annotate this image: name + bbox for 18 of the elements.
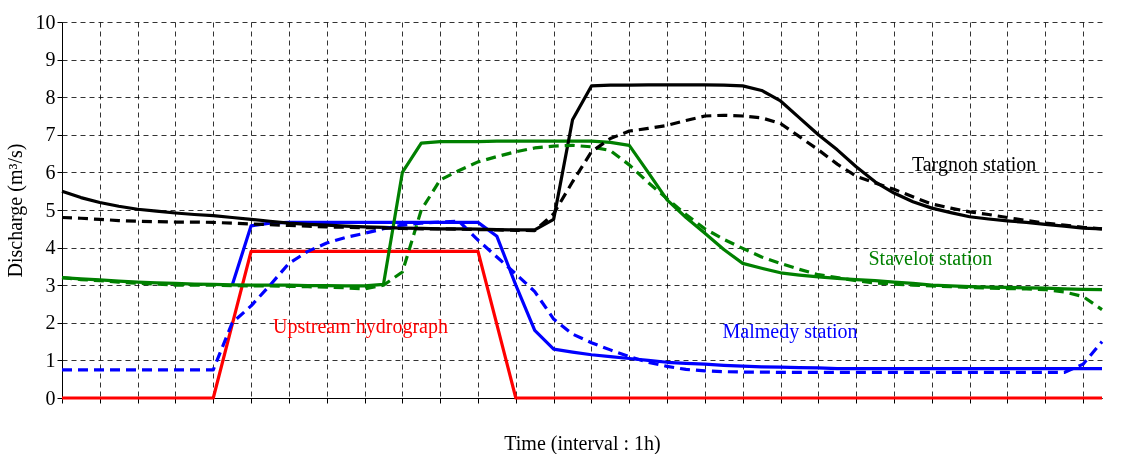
y-tick-label: 3 (45, 273, 56, 296)
y-tick-label: 7 (45, 123, 56, 146)
y-tick-label: 10 (35, 10, 56, 33)
x-axis-title: Time (interval : 1h) (504, 431, 661, 454)
annotation: Malmedy station (722, 320, 858, 344)
y-tick-label: 2 (45, 311, 56, 334)
y-tick-label: 5 (45, 198, 56, 221)
annotation: Stavelot station (868, 246, 993, 269)
y-tick-label: 9 (45, 48, 56, 71)
annotation: Targnon station (911, 152, 1037, 176)
y-tick-label: 8 (45, 85, 56, 108)
y-axis-title: Discharge (m³/s) (3, 143, 27, 278)
y-tick-label: 1 (45, 348, 56, 371)
line-series (60, 219, 1104, 375)
y-tick-label: 0 (45, 386, 56, 409)
annotation: Upstream hydrograph (273, 314, 448, 338)
y-tick-label: 6 (45, 160, 56, 183)
y-tick-label: 4 (45, 236, 56, 259)
